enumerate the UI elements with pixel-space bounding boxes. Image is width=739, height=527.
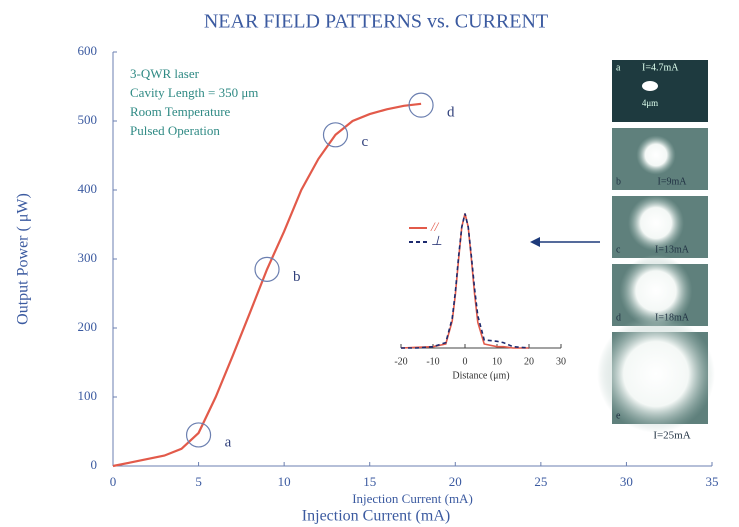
note: Room Temperature xyxy=(130,104,231,119)
data-line xyxy=(112,102,422,468)
image-panel xyxy=(612,60,708,122)
x-tick-label: 15 xyxy=(363,474,376,489)
x-tick-label: 0 xyxy=(463,356,468,367)
x-axis-label: Injection Current (mA) xyxy=(302,508,450,525)
x-tick-label: 20 xyxy=(449,474,462,489)
y-tick-label: 600 xyxy=(78,43,98,58)
panel-caption: I=13mA xyxy=(655,244,690,255)
annotation-label: b xyxy=(293,269,301,285)
annotation-circle xyxy=(254,256,280,282)
spot xyxy=(619,254,693,328)
note: Cavity Length = 350 μm xyxy=(130,85,258,100)
y-axis-label: Output Power ( μW) xyxy=(15,193,32,325)
spot xyxy=(597,315,715,433)
y-tick-label: 300 xyxy=(78,250,98,265)
annotation-circle xyxy=(322,122,349,148)
y-tick-label: 100 xyxy=(78,388,98,403)
note: Pulsed Operation xyxy=(130,123,220,138)
annotation-label: a xyxy=(225,434,232,450)
arrow-head xyxy=(530,237,540,247)
x-tick-label: 0 xyxy=(110,474,117,489)
note: 3-QWR laser xyxy=(130,66,200,81)
y-tick-label: 500 xyxy=(78,112,98,127)
y-tick-label: 0 xyxy=(91,457,98,472)
x-tick-label: 10 xyxy=(492,356,502,367)
data-line xyxy=(401,213,530,349)
panel-caption: I=25mA xyxy=(653,430,690,442)
y-tick-label: 400 xyxy=(78,181,98,196)
annotation-circle xyxy=(408,92,434,118)
x-tick-label: 30 xyxy=(556,356,566,367)
spot xyxy=(628,195,684,251)
panel-letter: c xyxy=(616,244,621,255)
panel-letter: a xyxy=(616,62,621,73)
scale-bar: 4μm xyxy=(642,98,658,108)
panel-caption: I=9mA xyxy=(658,176,688,187)
data-line xyxy=(400,213,529,349)
spot xyxy=(636,135,676,175)
annotation-circle xyxy=(185,422,212,448)
annotation-label: c xyxy=(361,134,368,150)
y-tick-label: 200 xyxy=(78,319,98,334)
x-tick-label: 10 xyxy=(278,474,291,489)
panel-letter: d xyxy=(616,312,621,323)
legend-label: // xyxy=(430,219,440,234)
panel-letter: e xyxy=(616,410,621,421)
spot xyxy=(642,81,658,91)
x-tick-label: 5 xyxy=(195,474,202,489)
x-axis-label: Injection Current (mA) xyxy=(352,491,473,506)
annotation-label: d xyxy=(447,105,455,121)
x-tick-label: 25 xyxy=(534,474,547,489)
x-tick-label: -20 xyxy=(394,356,407,367)
panel-caption: I=4.7mA xyxy=(642,62,679,73)
panel-letter: b xyxy=(616,176,621,187)
chart-title: NEAR FIELD PATTERNS vs. CURRENT xyxy=(204,11,548,33)
x-tick-label: 35 xyxy=(706,474,719,489)
x-tick-label: 20 xyxy=(524,356,534,367)
x-tick-label: 30 xyxy=(620,474,633,489)
x-axis-label: Distance (μm) xyxy=(452,370,509,381)
x-tick-label: -10 xyxy=(426,356,439,367)
legend-label: ⊥ xyxy=(431,233,442,248)
